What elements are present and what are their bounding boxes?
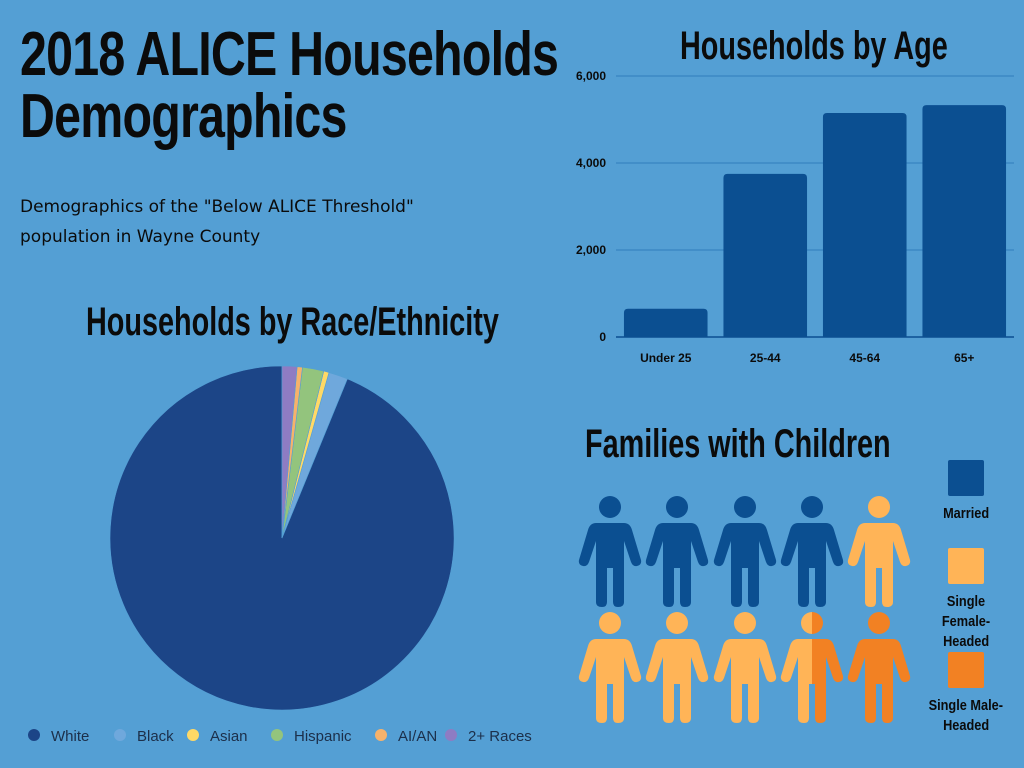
legend-item-hispanic: Hispanic (271, 728, 352, 745)
legend-label-single-male-1: Single Male- (928, 697, 1004, 714)
family-icon-5 (847, 496, 911, 607)
legend-label-black: Black (137, 728, 174, 745)
legend-item-asian: Asian (187, 728, 248, 745)
family-icon-3 (713, 496, 777, 607)
legend-item-black: Black (114, 728, 174, 745)
family-icon-6 (578, 612, 642, 723)
y-tick-0: 0 (599, 330, 606, 344)
legend-married: Married (916, 460, 1016, 524)
legend-dot-ai-an (375, 729, 387, 741)
family-icon-10 (847, 612, 911, 723)
legend-label-asian: Asian (210, 728, 248, 745)
legend-swatch-single-female (948, 548, 984, 584)
legend-dot-black (114, 729, 126, 741)
legend-label-white: White (51, 728, 89, 745)
family-icon-8 (713, 612, 777, 723)
family-icon-9 (780, 612, 844, 723)
legend-item-ai-an: AI/AN (375, 728, 437, 745)
legend-dot-white (28, 729, 40, 741)
x-tick-25-44: 25-44 (750, 351, 781, 365)
family-chart-title: Families with Children (585, 422, 891, 466)
legend-swatch-married (948, 460, 984, 496)
x-tick-45-64: 45-64 (849, 351, 880, 365)
family-icon-1 (578, 496, 642, 607)
legend-dot-asian (187, 729, 199, 741)
legend-label-2-races: 2+ Races (468, 728, 532, 745)
legend-label-single-female-2: Headed (942, 633, 990, 650)
family-icon-4 (780, 496, 844, 607)
age-chart-title: Households by Age (680, 24, 948, 68)
bar-25-44 (723, 173, 808, 337)
race-chart-title: Households by Race/Ethnicity (86, 300, 499, 344)
legend-item-white: White (28, 728, 89, 745)
x-tick-under-25: Under 25 (640, 351, 692, 365)
legend-dot-2-races (445, 729, 457, 741)
page-title-line-1: 2018 ALICE Households (20, 20, 559, 89)
legend-item-2-races: 2+ Races (445, 728, 532, 745)
x-tick-65: 65+ (954, 351, 974, 365)
pie-slice-2-races (281, 365, 298, 539)
legend-label-single-male-2: Headed (942, 717, 990, 734)
family-icon-7 (645, 612, 709, 723)
legend-single-male: Single Male- Headed (916, 652, 1016, 736)
bar-65 (922, 105, 1007, 338)
bar-under-25 (623, 308, 708, 337)
bar-45-64 (822, 112, 907, 337)
y-tick-2-000: 2,000 (576, 243, 606, 257)
family-icon-2 (645, 496, 709, 607)
legend-single-female: Single Female- Headed (916, 548, 1016, 652)
legend-label-ai-an: AI/AN (398, 728, 437, 745)
legend-swatch-single-male (948, 652, 984, 688)
legend-label-married: Married (942, 505, 990, 522)
y-tick-4-000: 4,000 (576, 156, 606, 170)
page-subtitle: Demographics of the "Below ALICE Thresho… (20, 197, 414, 247)
legend-label-hispanic: Hispanic (294, 728, 352, 745)
page-title-line-2: Demographics (20, 82, 347, 151)
legend-dot-hispanic (271, 729, 283, 741)
page-title: 2018 ALICE Households Demographics (20, 20, 559, 151)
y-tick-6-000: 6,000 (576, 69, 606, 83)
legend-label-single-female-1: Single Female- (941, 593, 991, 630)
